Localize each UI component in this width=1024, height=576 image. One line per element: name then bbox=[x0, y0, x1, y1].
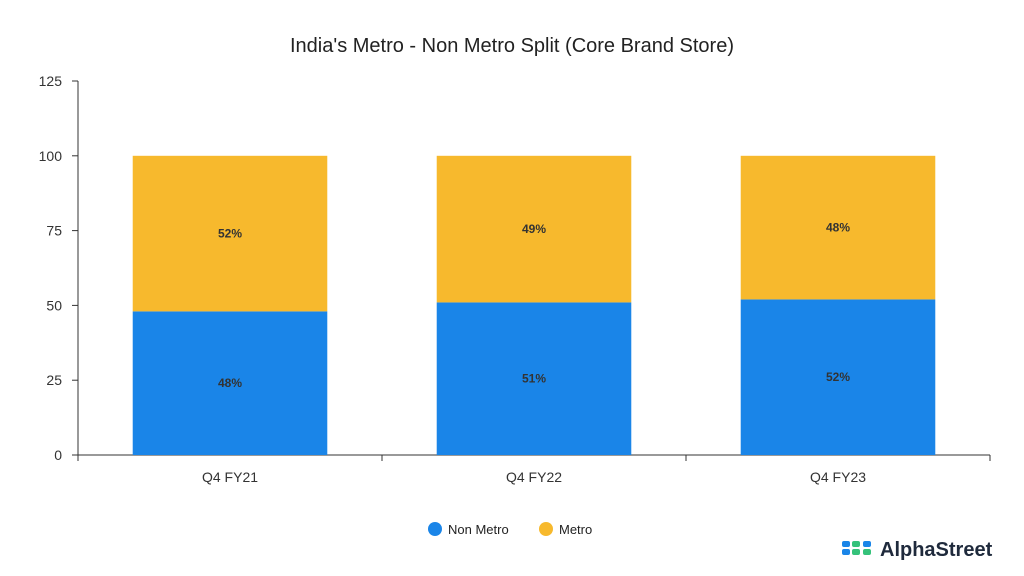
bar-non-metro bbox=[436, 302, 632, 455]
data-label-metro: 48% bbox=[826, 221, 850, 235]
x-tick-label: Q4 FY23 bbox=[810, 469, 866, 485]
alphastreet-logo: AlphaStreet bbox=[842, 539, 993, 561]
bar-metro bbox=[132, 155, 328, 312]
legend-label-non-metro: Non Metro bbox=[448, 522, 509, 537]
bar-metro bbox=[740, 155, 936, 300]
data-label-non-metro: 51% bbox=[522, 372, 546, 386]
y-tick-label: 0 bbox=[54, 447, 62, 463]
data-label-metro: 49% bbox=[522, 222, 546, 236]
bar-metro bbox=[436, 155, 632, 303]
bar-non-metro bbox=[740, 299, 936, 455]
y-tick-label: 75 bbox=[46, 223, 62, 239]
x-tick-label: Q4 FY21 bbox=[202, 469, 258, 485]
bar-non-metro bbox=[132, 311, 328, 455]
y-tick-label: 50 bbox=[46, 297, 62, 313]
x-tick-label: Q4 FY22 bbox=[506, 469, 562, 485]
y-tick-label: 25 bbox=[46, 372, 62, 388]
data-label-non-metro: 48% bbox=[218, 376, 242, 390]
logo-mark-icon bbox=[842, 541, 871, 555]
legend-label-metro: Metro bbox=[559, 522, 592, 537]
y-tick-label: 125 bbox=[39, 73, 63, 89]
data-label-metro: 52% bbox=[218, 227, 242, 241]
legend-swatch-non-metro bbox=[428, 522, 442, 536]
data-label-non-metro: 52% bbox=[826, 370, 850, 384]
plot-area: 0 25 50 75 100 125 48% 52% Q4 FY21 51% 49% Q4 FY22 5… bbox=[39, 73, 991, 485]
chart-title: India's Metro - Non Metro Split (Core Br… bbox=[290, 35, 734, 57]
logo-text: AlphaStreet bbox=[880, 539, 993, 561]
y-tick-label: 100 bbox=[39, 148, 63, 164]
legend-swatch-metro bbox=[539, 522, 553, 536]
legend: Non Metro Metro bbox=[428, 522, 592, 537]
